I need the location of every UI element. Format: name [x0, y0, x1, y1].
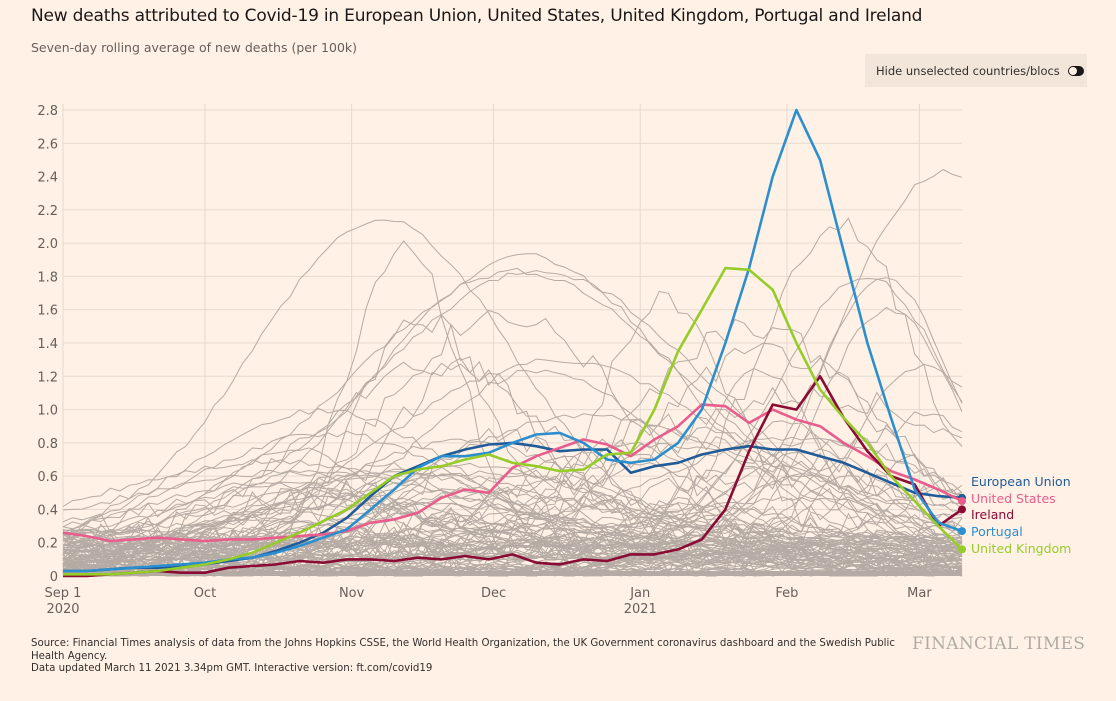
- highlighted-series: [62, 108, 966, 578]
- legend-label-portugal: Portugal: [971, 524, 1023, 539]
- background-country-line: [62, 452, 963, 554]
- background-country-line: [62, 513, 963, 548]
- legend-label-european-union: European Union: [971, 474, 1071, 489]
- y-tick-label: 2.6: [37, 137, 58, 152]
- background-country-line: [62, 309, 963, 577]
- y-tick-label: 2.8: [37, 104, 58, 119]
- x-tick-label: Sep 1: [45, 586, 82, 601]
- series-endpoint-united-kingdom: [958, 545, 966, 554]
- background-country-line: [62, 481, 963, 557]
- y-tick-label: 0.6: [37, 470, 58, 485]
- x-tick-label: Feb: [775, 586, 798, 601]
- ft-logo: FINANCIAL TIMES: [912, 634, 1086, 654]
- y-tick-label: 1.0: [37, 404, 58, 419]
- y-tick-label: 2.2: [37, 204, 58, 219]
- y-tick-label: 0.4: [37, 503, 58, 518]
- background-country-line: [62, 357, 963, 547]
- background-country-line: [62, 413, 963, 552]
- y-tick-label: 1.2: [37, 370, 58, 385]
- series-endpoint-portugal: [958, 527, 966, 536]
- x-tick-sublabel: 2021: [624, 602, 657, 617]
- background-country-line: [62, 430, 963, 555]
- y-tick-label: 1.4: [37, 337, 58, 352]
- hide-unselected-toggle[interactable]: Hide unselected countries/blocs: [865, 54, 1087, 87]
- x-tick-sublabel: 2020: [46, 602, 79, 617]
- background-country-line: [62, 217, 963, 566]
- background-country-line: [62, 480, 963, 573]
- background-country-line: [62, 269, 963, 540]
- background-country-line: [62, 461, 963, 567]
- background-country-lines: [62, 168, 963, 578]
- background-country-line: [62, 482, 963, 544]
- background-country-line: [62, 501, 963, 573]
- y-tick-label: 2.4: [37, 171, 58, 186]
- x-tick-label: Jan: [629, 586, 650, 601]
- background-country-line: [62, 468, 963, 570]
- background-country-line: [62, 462, 963, 562]
- background-country-line: [62, 500, 963, 543]
- background-country-line: [62, 434, 963, 558]
- data-updated-text: Data updated March 11 2021 3.34pm GMT. I…: [31, 663, 433, 674]
- y-axis: 0 0.2 0.4 0.6 0.8 1.0 1.2 1.4 1.6 1.8 2.0 2.2 2.4 2.6…: [37, 104, 58, 585]
- y-tick-label: 0.2: [37, 537, 58, 552]
- background-country-line: [62, 438, 963, 539]
- background-country-line: [62, 462, 963, 553]
- legend-label-united-kingdom: United Kingdom: [971, 541, 1071, 556]
- toggle-knob: [1068, 66, 1077, 75]
- y-tick-label: 0.8: [37, 437, 58, 452]
- source-note: Source: Financial Times analysis of data…: [31, 638, 901, 676]
- chart-subtitle: Seven-day rolling average of new deaths …: [31, 40, 358, 55]
- background-country-line: [62, 219, 963, 544]
- toggle-switch-icon[interactable]: [1067, 65, 1084, 76]
- x-tick-label: Nov: [339, 586, 365, 601]
- series-line-united-kingdom: [63, 266, 963, 576]
- series-endpoint-ireland: [958, 505, 966, 514]
- legend-label-ireland: Ireland: [971, 507, 1014, 522]
- background-country-line: [62, 546, 963, 578]
- y-tick-label: 2.0: [37, 237, 58, 252]
- background-country-line: [62, 490, 963, 539]
- chart-title: New deaths attributed to Covid-19 in Eur…: [31, 6, 923, 26]
- series-endpoint-united-states: [958, 497, 966, 506]
- background-country-line: [62, 267, 963, 532]
- series-line-ireland: [63, 375, 963, 578]
- series-line-united-states: [62, 403, 963, 543]
- y-tick-label: 0: [50, 570, 58, 585]
- x-tick-label: Dec: [481, 586, 506, 601]
- legend-label-united-states: United States: [971, 491, 1056, 506]
- toggle-label: Hide unselected countries/blocs: [876, 63, 1060, 78]
- x-tick-label: Oct: [194, 586, 216, 601]
- y-tick-label: 1.6: [37, 304, 58, 319]
- background-country-line: [62, 469, 963, 548]
- y-tick-label: 1.8: [37, 270, 58, 285]
- x-tick-label: Mar: [907, 586, 932, 601]
- background-country-line: [62, 459, 963, 551]
- source-text: Source: Financial Times analysis of data…: [31, 638, 895, 662]
- background-near-zero-band: [63, 571, 962, 576]
